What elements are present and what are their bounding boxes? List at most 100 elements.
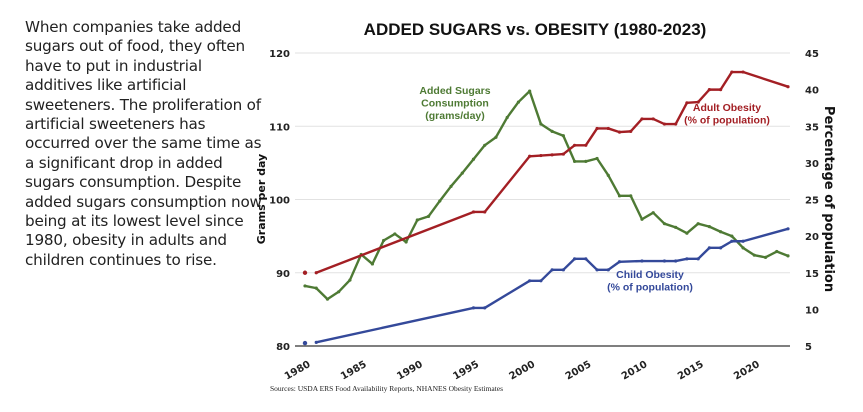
data-point <box>640 259 644 263</box>
data-point <box>741 246 745 250</box>
data-point <box>584 159 588 164</box>
x-tick-label: 2020 <box>732 359 762 382</box>
right-tick-label: 45 <box>805 49 819 60</box>
data-point <box>617 130 622 134</box>
data-point <box>471 306 476 310</box>
series-lines <box>302 70 790 346</box>
source-note: Sources: USDA ERS Food Availability Repo… <box>270 384 503 393</box>
left-tick-label: 120 <box>269 49 290 60</box>
left-axis-ticks: 80 90 100 110 120 <box>269 49 290 353</box>
data-point <box>752 253 756 257</box>
data-point <box>528 279 532 283</box>
data-point <box>382 238 386 243</box>
data-point <box>674 225 678 229</box>
series-annotation: Child Obesity <box>616 269 684 281</box>
data-point <box>528 89 532 93</box>
data-point <box>483 143 487 147</box>
data-point <box>404 240 408 244</box>
data-point <box>730 234 734 238</box>
data-point <box>674 122 678 126</box>
series-annotation: (grams/day) <box>425 110 485 122</box>
data-point <box>595 126 599 131</box>
data-point <box>505 115 509 120</box>
data-point <box>741 239 745 243</box>
data-point <box>662 259 667 263</box>
x-tick-label: 1980 <box>283 359 313 382</box>
data-point <box>370 262 374 266</box>
series-annotation: (% of population) <box>684 115 770 127</box>
data-point <box>303 284 307 288</box>
data-point <box>471 157 476 161</box>
data-point <box>572 257 577 261</box>
right-axis-title: Percentage of population <box>821 106 836 292</box>
data-point <box>674 259 678 263</box>
data-point <box>483 306 487 310</box>
data-point <box>426 214 431 218</box>
data-point <box>662 122 667 126</box>
series-annotation: Adult Obesity <box>693 102 761 114</box>
data-point <box>595 156 599 161</box>
series-annotation: Consumption <box>421 98 489 110</box>
data-point <box>438 199 442 203</box>
x-tick-label: 1985 <box>339 359 369 382</box>
right-tick-label: 15 <box>805 269 819 280</box>
x-tick-label: 1995 <box>451 359 481 382</box>
data-point <box>561 268 565 272</box>
data-point <box>719 246 723 250</box>
data-point <box>730 70 734 74</box>
data-point <box>786 254 790 258</box>
x-tick-label: 1990 <box>395 359 425 382</box>
gridlines <box>295 52 790 347</box>
right-axis-ticks: 5 10 15 20 25 30 35 40 45 <box>805 49 819 353</box>
data-point <box>617 194 622 198</box>
data-point <box>539 279 543 283</box>
right-tick-label: 40 <box>805 86 819 97</box>
series-annotation: (% of population) <box>607 282 693 294</box>
data-point <box>719 230 723 234</box>
data-point <box>617 260 622 264</box>
data-point <box>662 222 667 226</box>
data-point <box>483 210 487 214</box>
data-point <box>651 117 655 121</box>
data-point <box>550 268 554 272</box>
left-tick-label: 100 <box>269 196 290 207</box>
description-paragraph: When companies take added sugars out of … <box>25 18 262 269</box>
x-axis-ticks: 1980 1985 1990 1995 2000 2005 2010 2015 2020 <box>283 359 762 382</box>
data-point <box>685 257 689 261</box>
data-point <box>561 152 565 156</box>
x-tick-label: 2015 <box>676 359 706 382</box>
right-tick-label: 25 <box>805 196 819 207</box>
data-point <box>763 255 768 259</box>
data-point <box>314 271 318 275</box>
data-point <box>314 286 318 290</box>
data-point <box>393 232 397 236</box>
data-point <box>449 184 453 188</box>
data-point <box>302 270 308 275</box>
data-point <box>696 100 700 104</box>
series-line <box>315 227 789 344</box>
data-point <box>606 126 610 131</box>
data-point <box>741 70 745 74</box>
series-annotation: Added Sugars <box>419 85 490 97</box>
right-tick-label: 5 <box>805 342 812 353</box>
data-point <box>730 239 734 243</box>
x-tick-label: 2000 <box>508 359 538 382</box>
data-point <box>584 143 588 147</box>
right-tick-label: 20 <box>805 232 819 243</box>
data-point <box>651 211 655 215</box>
data-point <box>640 217 644 221</box>
data-point <box>719 88 723 92</box>
left-tick-label: 110 <box>269 122 290 133</box>
data-point <box>561 134 565 138</box>
series-line <box>315 70 789 274</box>
right-tick-label: 10 <box>805 305 819 316</box>
data-point <box>539 153 543 158</box>
data-point <box>786 227 790 231</box>
data-point <box>460 171 464 175</box>
data-point <box>337 290 341 294</box>
data-point <box>775 249 779 254</box>
left-tick-label: 90 <box>276 269 290 280</box>
data-point <box>786 85 790 89</box>
